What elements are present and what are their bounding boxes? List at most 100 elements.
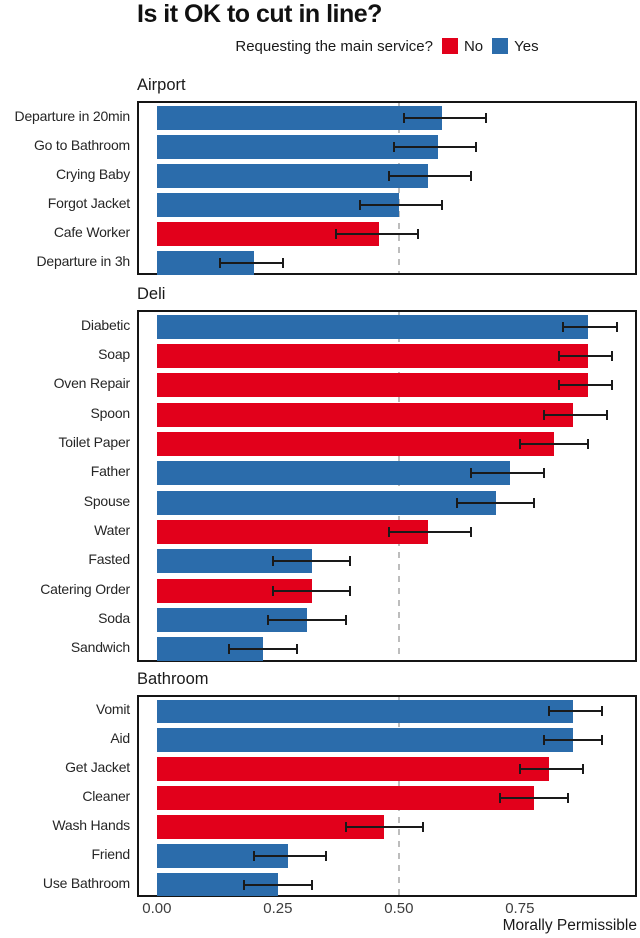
legend-swatch-no: [441, 38, 458, 54]
error-bar-line: [500, 797, 569, 799]
error-bar-cap: [499, 793, 502, 803]
error-bar-cap: [228, 644, 231, 655]
bar: [156, 105, 443, 130]
error-bar-cap: [296, 644, 299, 655]
error-bar-cap: [422, 821, 425, 832]
bar: [156, 373, 588, 398]
error-bar-cap: [610, 380, 613, 391]
error-bar-cap: [567, 793, 570, 803]
error-bar-cap: [518, 439, 521, 449]
error-bar-cap: [533, 497, 536, 508]
category-label: Vomit: [95, 701, 130, 718]
bar: [156, 134, 438, 159]
category-label: Departure in 20min: [14, 107, 131, 124]
panel-deli: [137, 310, 637, 662]
x-tick-label: 0.50: [384, 900, 414, 917]
bar: [156, 163, 428, 188]
error-bar-cap: [417, 228, 420, 239]
error-bar-cap: [388, 527, 391, 537]
error-bar-cap: [402, 112, 405, 123]
category-label: Wash Hands: [52, 816, 130, 833]
error-bar-cap: [344, 615, 347, 625]
bar: [156, 314, 588, 339]
error-bar-line: [558, 384, 612, 387]
error-bar-cap: [325, 850, 328, 861]
error-bar-line: [544, 739, 603, 742]
error-bar-cap: [543, 409, 546, 420]
error-bar-line: [389, 174, 472, 177]
category-label: Get Jacket: [65, 759, 130, 776]
error-bar-line: [229, 648, 298, 651]
error-bar-cap: [388, 170, 391, 181]
error-bar-cap: [470, 527, 473, 537]
error-bar-line: [345, 825, 424, 828]
error-bar-line: [273, 560, 351, 563]
error-bar-line: [273, 589, 351, 592]
legend: Requesting the main service? No Yes: [137, 36, 637, 56]
error-bar-line: [563, 325, 617, 328]
category-label: Crying Baby: [55, 165, 130, 182]
error-bar-cap: [334, 228, 337, 239]
x-tick-label: 0.00: [142, 900, 172, 917]
category-label: Use Bathroom: [42, 874, 130, 891]
bar: [156, 786, 535, 810]
error-bar-cap: [605, 409, 608, 420]
error-bar-line: [403, 116, 486, 119]
error-bar-line: [253, 854, 327, 857]
error-bar-cap: [218, 257, 221, 268]
category-label: Diabetic: [81, 316, 130, 333]
error-bar-line: [548, 710, 603, 713]
bar: [156, 343, 588, 369]
bar: [156, 431, 554, 457]
error-bar-cap: [243, 879, 245, 890]
error-bar-cap: [543, 735, 546, 746]
bar: [156, 814, 385, 839]
bar: [156, 728, 574, 753]
category-label: Toilet Paper: [58, 433, 130, 450]
error-bar-cap: [475, 141, 478, 152]
category-label: Friend: [91, 845, 131, 862]
x-tick-label: 0.25: [263, 900, 293, 917]
x-tick-label: 0.75: [505, 900, 535, 917]
category-label: Sandwich: [70, 639, 130, 656]
error-bar-cap: [252, 850, 255, 861]
error-bar-cap: [455, 497, 458, 508]
error-bar-line: [268, 619, 346, 621]
category-label: Departure in 3h: [36, 252, 130, 269]
error-bar-cap: [557, 351, 560, 361]
bar: [156, 699, 574, 724]
bar: [156, 192, 399, 217]
error-bar-cap: [349, 556, 352, 567]
category-label: Go to Bathroom: [33, 136, 130, 153]
error-bar-cap: [557, 380, 560, 391]
bar: [156, 490, 496, 515]
error-bar-cap: [586, 439, 589, 449]
bar: [156, 843, 288, 868]
error-bar-cap: [547, 706, 550, 717]
error-bar-cap: [349, 585, 352, 596]
legend-title: Requesting the main service?: [235, 37, 433, 55]
category-label: Aid: [110, 730, 130, 747]
legend-item-yes: Yes: [492, 37, 539, 55]
category-label: Spoon: [90, 404, 131, 421]
facet-label-bathroom: Bathroom: [137, 670, 209, 688]
error-bar-line: [456, 501, 535, 504]
bar: [156, 402, 574, 427]
category-label: Forgot Jacket: [47, 194, 130, 211]
bar: [156, 461, 511, 486]
chart-title: Is it OK to cut in line?: [137, 0, 382, 28]
error-bar-line: [519, 768, 583, 771]
error-bar-cap: [267, 615, 270, 625]
bar: [156, 519, 428, 545]
error-bar-cap: [393, 141, 396, 152]
error-bar-cap: [272, 556, 275, 567]
category-label: Water: [94, 521, 130, 538]
category-label: Fasted: [88, 551, 130, 568]
category-label: Father: [90, 463, 130, 480]
error-bar-line: [360, 203, 443, 206]
reference-line: [397, 103, 400, 273]
error-bar-cap: [484, 112, 487, 123]
facet-label-deli: Deli: [137, 285, 166, 303]
legend-item-label: Yes: [514, 37, 539, 55]
